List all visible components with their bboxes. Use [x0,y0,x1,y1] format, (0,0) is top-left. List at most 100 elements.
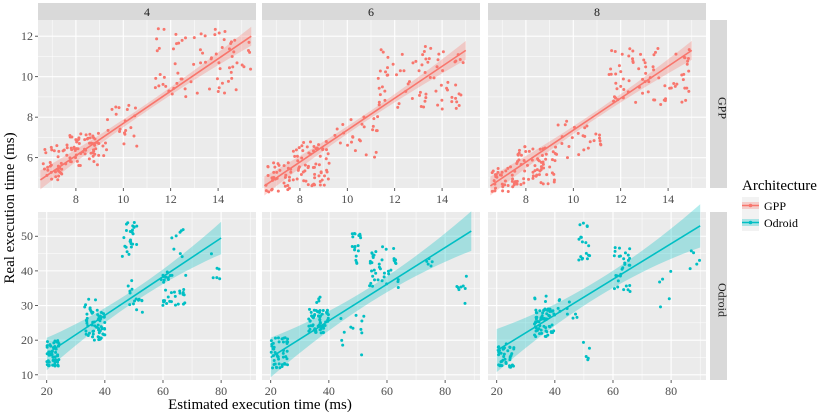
data-point [641,91,645,95]
data-point [546,333,550,337]
data-point [155,37,159,41]
data-point [598,136,602,140]
data-point [323,323,327,327]
data-point [126,221,130,225]
data-point [428,76,432,80]
data-point [52,341,56,345]
data-point [607,72,611,76]
data-point [618,246,622,250]
data-point [455,284,459,288]
data-point [129,245,133,249]
data-point [536,157,540,161]
data-point [92,149,96,153]
data-point [512,181,516,185]
data-point [613,96,617,100]
data-point [628,289,632,293]
data-point [498,173,502,177]
data-point [644,71,648,75]
data-point [502,355,506,359]
data-point [161,299,165,303]
data-point [548,325,552,329]
data-point [184,36,188,40]
data-point [93,298,97,302]
data-point [338,141,342,145]
data-point [324,140,328,144]
data-point [490,189,494,193]
data-point [550,171,554,175]
data-point [380,258,384,262]
data-point [101,332,105,336]
data-point [296,159,300,163]
data-point [377,103,381,107]
data-point [324,157,328,161]
data-point [664,97,668,101]
data-point [216,89,220,93]
data-point [515,182,519,186]
data-point [317,174,321,178]
data-point [135,144,139,148]
data-point [582,148,586,152]
data-point [689,249,693,253]
data-point [301,170,305,174]
data-point [384,247,388,251]
data-point [364,153,368,157]
data-point [382,271,386,275]
data-point [96,313,100,317]
data-point [83,305,87,309]
trend-line [496,225,701,352]
data-point [318,320,322,324]
data-point [60,167,64,171]
axes: 8 10 12 14 6 8 10 12 8 10 12 14 8 10 12 14 20 40 60 80 10 20 3… [21,29,677,398]
data-point [379,48,383,52]
data-point [598,139,602,143]
data-point [686,59,690,63]
data-point [510,173,514,177]
data-point [55,144,59,148]
trend-line [270,230,472,359]
data-point [619,70,623,74]
data-point [77,142,81,146]
data-point [128,230,132,234]
legend-label: Odroid [764,216,798,230]
data-point [77,137,81,141]
data-point [209,252,213,256]
data-point [45,344,49,348]
data-point [85,321,89,325]
data-point [695,262,699,266]
data-point [544,157,548,161]
data-point [411,61,415,65]
data-point [501,189,505,193]
data-point [192,36,196,40]
data-point [227,66,231,70]
data-point [553,151,557,155]
data-point [272,161,276,165]
data-point [90,311,94,315]
data-point [164,84,168,88]
data-point [592,139,596,143]
data-point [56,353,60,357]
data-point [89,151,93,155]
data-point [567,145,571,149]
data-point [319,327,323,331]
data-point [458,57,462,61]
data-point [543,300,547,304]
data-point [53,170,57,174]
data-point [157,46,161,50]
data-point [372,117,376,121]
data-point [575,315,579,319]
data-point [273,336,277,340]
data-point [681,78,685,82]
data-point [584,241,588,245]
data-point [522,159,526,163]
data-point [680,100,684,104]
data-point [57,149,61,153]
data-point [394,262,398,266]
data-point [156,27,160,31]
data-point [377,100,381,104]
data-point [278,168,282,172]
data-point [341,122,345,126]
data-point [370,251,374,255]
data-point [266,174,270,178]
data-point [350,245,354,249]
data-point [511,177,515,181]
